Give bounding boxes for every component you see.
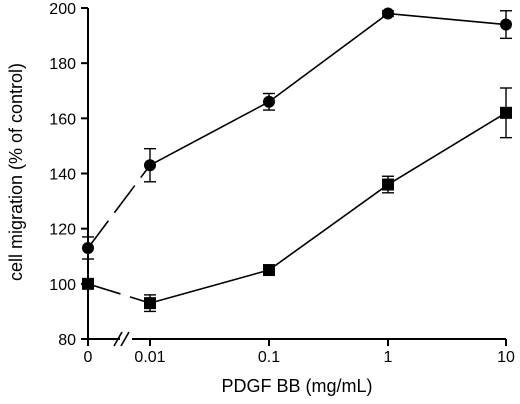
series-line-segment [387,12,507,26]
x-tick-label: 0.1 [258,349,280,366]
x-tick-label: 0.01 [134,349,165,366]
axis-break-mark [113,331,123,347]
x-tick-label: 10 [497,349,515,366]
data-point-square [500,106,512,119]
data-point-circle [263,95,275,108]
series-square [82,87,512,313]
y-axis-title: cell migration (% of control) [6,63,26,281]
data-point-circle [144,159,156,172]
x-tick-label: 0 [84,349,93,366]
x-axis-title: PDGF BB (mg/mL) [221,376,372,396]
y-tick-label: 140 [49,167,76,184]
y-tick-label: 100 [49,277,76,294]
data-point-circle [82,241,94,254]
data-point-square [382,178,394,191]
series-circle [82,7,512,260]
series-line-segment [149,101,270,166]
series-line-segment [387,112,507,186]
series-line-segment [87,283,151,304]
series-line-segment [149,269,270,304]
series-layer [82,7,512,313]
data-point-circle [382,7,394,20]
y-tick-label: 120 [49,222,76,239]
y-tick-label: 200 [49,1,76,18]
y-tick-label: 80 [58,332,76,349]
data-point-square [263,264,275,277]
series-line-segment [87,164,151,249]
data-point-square [144,297,156,310]
series-line-segment [268,183,389,271]
data-point-circle [500,18,512,31]
axes: 80 100 120 140 160 180 200 0 0.01 0.1 1 10 [49,1,515,366]
y-tick-label: 180 [49,56,76,73]
data-point-square [82,277,94,290]
series-line-segment [268,12,389,103]
y-tick-label: 160 [49,111,76,128]
x-tick-label: 1 [384,349,393,366]
axis-break-mark [120,331,130,347]
